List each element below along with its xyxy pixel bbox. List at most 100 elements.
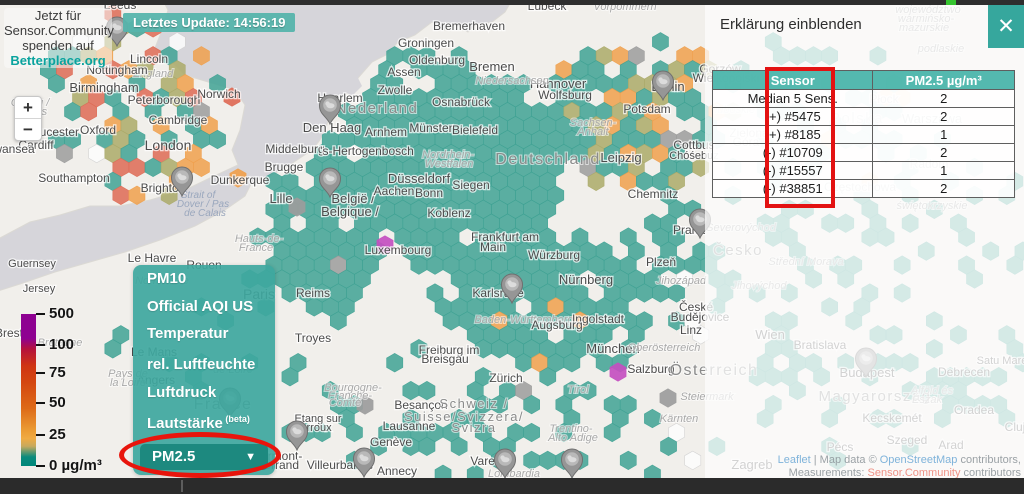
col-header-sensor: Sensor [711,70,874,90]
map-pin[interactable] [352,447,376,479]
table-row: Median 5 Sens. 2 [711,89,1015,108]
map-label: Siegen [452,178,489,192]
map-label: France [239,242,273,254]
map-pin[interactable] [493,448,517,480]
layer-menu-item-luftdruck[interactable]: Luftdruck [147,384,217,401]
map-label: Alto Adige [547,432,598,444]
map-label: 's-Hertogenbosch [320,144,414,158]
map-label: Strait of [181,190,217,201]
map-label: Jersey [23,283,56,295]
cell-value: 2 [872,89,1015,108]
map-pin[interactable] [318,94,342,126]
layer-menu-item-rel-luftfeuchte[interactable]: rel. Luftfeuchte [147,356,256,373]
cell-sensor: (-) #10709 [711,143,874,162]
map-zoom-control: + − [14,96,42,141]
map-label: Chemnitz [628,187,679,201]
map-label: Oxford [80,123,116,137]
legend-color-scale [21,314,36,466]
map-label: Salzburg [627,362,674,376]
map-label: Jihozápad [655,275,707,287]
map-label: Düsseldorf [388,171,451,186]
browser-top-bar [0,0,1024,5]
map-label: Oldenburg [409,53,465,67]
cell-sensor: (-) #15557 [711,161,874,180]
map-label: Cambridge [149,113,208,127]
map-label: Belgique / [321,204,379,219]
layer-menu: PM2.5 ▼ PM10 Official AQI US Temperatur rel… [133,265,275,475]
chevron-down-icon: ▼ [245,451,256,463]
attribution-text: contributors, [957,454,1021,466]
map-label: Birmingham [69,80,138,95]
map-label: Genève [370,435,412,449]
table-row: (+) #5475 2 [711,107,1015,126]
col-header-pm25: PM2.5 µg/m³ [872,70,1015,90]
map-label: London [145,137,192,153]
map-label: Sachsen- [570,117,617,129]
map-label: Hauts-de- [235,233,284,245]
attribution-text: Measurements: [788,466,868,479]
lake [342,74,362,96]
map-pin[interactable] [318,167,342,199]
map-label: Wolfsburg [538,88,592,102]
map-label: Frankfurt am [471,230,539,244]
legend-tick [36,401,45,404]
map-label: Breisgau [421,352,468,366]
layer-menu-item-lautst-rke[interactable]: Lautstärke (beta) [147,414,250,432]
legend-tick [36,465,45,467]
map-label: Kärnten [660,413,699,425]
leaflet-link[interactable]: Leaflet [777,454,811,466]
map-pin[interactable] [500,273,524,305]
legend-tick-label: 0 µg/m³ [49,457,102,474]
taskbar[interactable] [0,478,1024,494]
map-label: Cottbus [673,138,714,152]
betterplace-link[interactable]: Betterplace.org [10,53,106,68]
map-label: Bremen [469,59,515,74]
layer-menu-item-temperatur[interactable]: Temperatur [147,325,229,342]
layer-selected-label: PM2.5 [152,448,196,465]
explanation-toggle[interactable]: Erklärung einblenden [720,16,862,33]
map-label: Osnabrück [432,95,491,109]
map-label: Zürich [489,371,522,385]
map-label: Augsburg [531,318,582,332]
layer-menu-item-pm10[interactable]: PM10 [147,270,187,287]
map-label: Tirol [567,384,589,396]
layer-menu-item-official-aqi-us[interactable]: Official AQI US [147,298,254,315]
map-label: Norwich [197,87,240,101]
map-label: England [133,68,174,80]
legend-tick-label: 100 [49,336,75,354]
sensor-community-link[interactable]: Sensor.Community [867,466,961,479]
zoom-in-button[interactable]: + [23,98,33,117]
map-pin[interactable] [285,420,309,452]
map-label: München [586,341,639,356]
attribution-text: contributors [960,466,1021,479]
legend-tick-label: 25 [49,425,66,443]
map-label: Deutschland [495,151,600,168]
map-label: Peterborough [128,93,201,107]
layer-selected-pm25[interactable]: PM2.5 ▼ [140,444,268,470]
map-pin[interactable] [560,448,584,480]
legend-tick [36,371,45,374]
map-label: België / [331,191,375,206]
map-label: Groningen [398,36,454,50]
legend-tick-label: 50 [49,393,66,411]
cell-value: 2 [872,143,1015,162]
map-label: Southampton [38,171,109,185]
map-label: Leipzig [600,150,641,165]
osm-link[interactable]: OpenStreetMap [879,454,958,466]
map-label: Linz [680,323,702,337]
map-label: Hannover [530,76,587,91]
table-row: (-) #10709 2 [711,143,1015,162]
cell-sensor: (+) #5475 [711,107,874,126]
zoom-out-button[interactable]: − [23,120,33,139]
map-label: Den Haag [303,120,362,135]
cell-sensor: (-) #38851 [711,179,874,198]
sensor-table: Sensor PM2.5 µg/m³ Median 5 Sens. 2 (+) #5… [711,70,1015,198]
map-label: Comté [329,397,361,409]
map-label: Troyes [295,331,331,345]
map-pin[interactable] [651,70,675,102]
map-pin[interactable] [170,166,194,198]
donation-line: Jetzt für [34,8,82,23]
close-icon[interactable]: ✕ [988,5,1024,48]
map-label: Nürnberg [559,272,613,287]
